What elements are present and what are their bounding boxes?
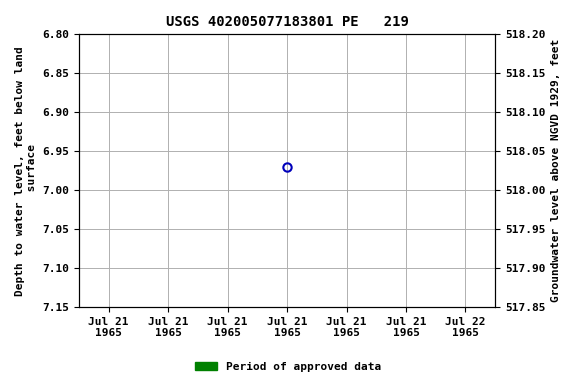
Y-axis label: Depth to water level, feet below land
 surface: Depth to water level, feet below land su… — [15, 46, 37, 296]
Title: USGS 402005077183801 PE   219: USGS 402005077183801 PE 219 — [166, 15, 408, 29]
Y-axis label: Groundwater level above NGVD 1929, feet: Groundwater level above NGVD 1929, feet — [551, 39, 561, 302]
Legend: Period of approved data: Period of approved data — [191, 358, 385, 377]
